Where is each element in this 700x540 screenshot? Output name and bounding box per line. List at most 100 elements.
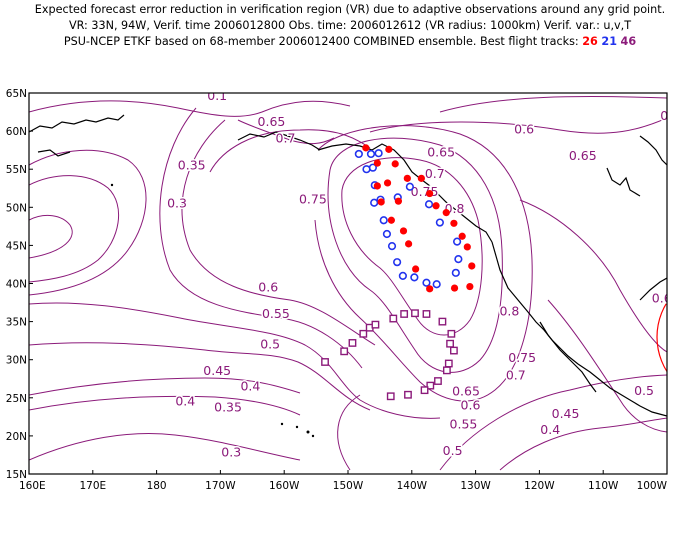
red-track-dot: [442, 209, 450, 217]
blue-track-circle: [422, 278, 431, 287]
contour-label: 0.6: [660, 108, 680, 123]
purple-track-square: [348, 339, 357, 347]
coastline: [491, 241, 667, 417]
red-track-dot: [362, 144, 370, 152]
lon-tick-label: 160E: [19, 480, 46, 492]
contour-label: 0.5: [443, 443, 463, 458]
contour-line: [29, 377, 301, 396]
islands: [110, 183, 315, 438]
red-track-dot: [432, 202, 440, 210]
contour-label: 0.75: [508, 350, 536, 365]
red-track-dot: [403, 174, 411, 182]
island: [110, 183, 114, 187]
island: [306, 430, 310, 434]
contour-label: 0.4: [175, 394, 195, 409]
red-track-dot: [377, 198, 385, 206]
coastline: [539, 321, 597, 393]
lat-tick-label: 60N: [6, 126, 27, 138]
red-track-dot: [394, 197, 403, 205]
purple-track-square: [444, 359, 453, 368]
header-line-1: Expected forecast error reduction in ver…: [34, 3, 666, 16]
lon-tick-label: 180: [147, 480, 167, 492]
blue-track-circle: [410, 273, 419, 282]
blue-track-circle: [362, 165, 371, 174]
blue-track-circle: [454, 255, 463, 264]
red-track-dot: [463, 243, 471, 251]
contour-line: [314, 125, 533, 402]
contour-label: 0.3: [221, 445, 241, 460]
lat-tick-label: 30N: [6, 355, 27, 367]
red-track-dot: [373, 159, 381, 167]
plot-background: [29, 93, 667, 474]
latitude-axis: 65N 60N 55N 50N 45N 40N 35N 30N 25N 20N 15N: [6, 88, 33, 481]
blue-track-circle: [366, 149, 376, 159]
purple-track-square: [420, 386, 429, 395]
track-count-red: 26: [582, 35, 598, 48]
contour-lines: [29, 95, 667, 471]
lon-tick-label: 120W: [524, 480, 555, 492]
contour-line: [29, 395, 301, 416]
lon-tick-label: 160W: [269, 480, 300, 492]
contour-line: [29, 214, 73, 259]
blue-track-circle: [424, 200, 434, 209]
contour-label: 0.65: [427, 144, 455, 159]
contour-label: 0.55: [262, 306, 290, 321]
contour-line: [547, 299, 667, 433]
contour-line: [439, 95, 667, 113]
coastline: [29, 114, 125, 133]
contour-label: 0.75: [411, 184, 439, 199]
contour-labels: 0.10.650.70.750.350.30.60.550.50.450.40.…: [166, 93, 680, 461]
contour-label: 0.6: [258, 279, 278, 294]
purple-track-square: [389, 314, 398, 323]
contour-label: 0.75: [299, 192, 327, 207]
contour-label: 0.35: [178, 157, 206, 172]
contour-label: 0.45: [203, 363, 231, 378]
blue-track-circle: [382, 229, 392, 239]
purple-track-square: [434, 377, 442, 385]
lon-tick-label: 170E: [79, 480, 106, 492]
contour-line: [341, 157, 483, 336]
red-track-dot: [458, 232, 466, 240]
contour-line: [159, 107, 363, 369]
contour-label: 0.65: [452, 384, 480, 399]
contour-line: [29, 175, 120, 283]
contour-line: [337, 394, 361, 471]
header-line-3-text: PSU-NCEP ETKF based on 68-member 2006012…: [63, 35, 579, 48]
red-track-dot: [450, 219, 458, 227]
contour-label: 0.35: [214, 400, 242, 415]
red-track-dot: [405, 240, 413, 248]
purple-track-square: [422, 310, 431, 318]
contour-line: [29, 149, 147, 296]
lat-tick-label: 15N: [6, 469, 27, 481]
lat-tick-label: 45N: [6, 240, 27, 252]
contour-label: 0.65: [652, 291, 680, 306]
contour-line: [499, 417, 667, 471]
coastline: [606, 167, 641, 197]
lat-tick-label: 55N: [6, 164, 27, 176]
lat-tick-label: 20N: [6, 431, 27, 443]
lon-tick-label: 100W: [637, 480, 668, 492]
red-track-dot: [450, 284, 459, 292]
verification-region-circle: [656, 301, 667, 373]
blue-track-circle: [379, 216, 388, 225]
purple-track-square: [447, 329, 456, 338]
track-count-purple: 46: [620, 35, 637, 48]
lat-tick-label: 35N: [6, 317, 27, 329]
contour-line: [209, 129, 371, 173]
purple-track-square: [446, 339, 454, 348]
red-track-dot: [399, 227, 408, 235]
purple-track-square: [411, 309, 419, 318]
lon-tick-label: 140W: [397, 480, 428, 492]
lon-tick-label: 170W: [205, 480, 236, 492]
contour-line: [369, 117, 667, 134]
coastlines: [29, 114, 667, 417]
red-track-dot: [417, 174, 425, 182]
contour-label: 0.4: [540, 422, 560, 437]
longitude-axis: 160E 170E 180 170W 160W 150W 140W 130W 120W 110W 1…: [19, 470, 668, 492]
blue-track-circle: [435, 218, 444, 227]
blue-track-circle: [398, 271, 407, 280]
lat-tick-label: 25N: [6, 393, 27, 405]
lat-tick-label: 65N: [6, 88, 27, 100]
contour-label: 0.7: [506, 368, 526, 383]
